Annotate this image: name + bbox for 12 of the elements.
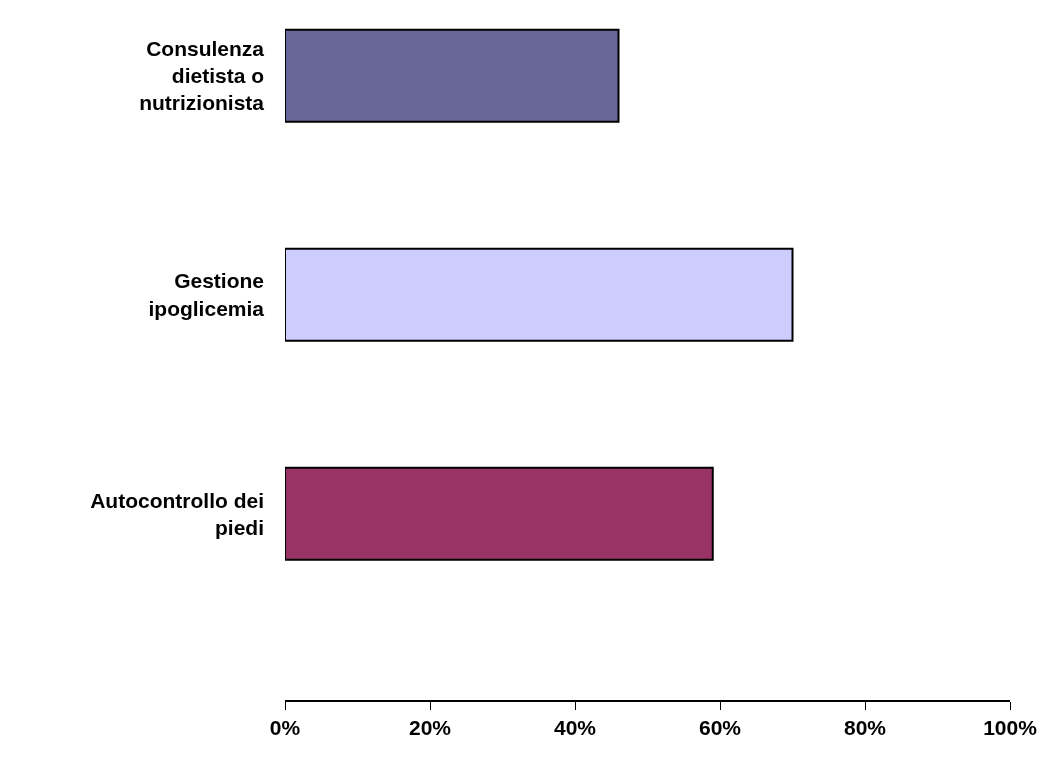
x-tick-label: 0% bbox=[269, 715, 301, 739]
bar bbox=[285, 247, 794, 342]
x-tick-label: 20% bbox=[408, 715, 452, 739]
bar bbox=[285, 28, 620, 123]
x-tick-label: 60% bbox=[698, 715, 742, 739]
x-tick-label: 40% bbox=[553, 715, 597, 739]
x-tick-label: 80% bbox=[843, 715, 887, 739]
y-tick-label: Autocontrollo dei piedi bbox=[90, 488, 264, 539]
bar bbox=[285, 466, 714, 561]
x-tick-label: 100% bbox=[983, 715, 1038, 739]
y-tick-label: Consulenza dietista o nutrizionista bbox=[139, 36, 265, 115]
y-tick-label: Gestione ipoglicemia bbox=[148, 269, 265, 320]
